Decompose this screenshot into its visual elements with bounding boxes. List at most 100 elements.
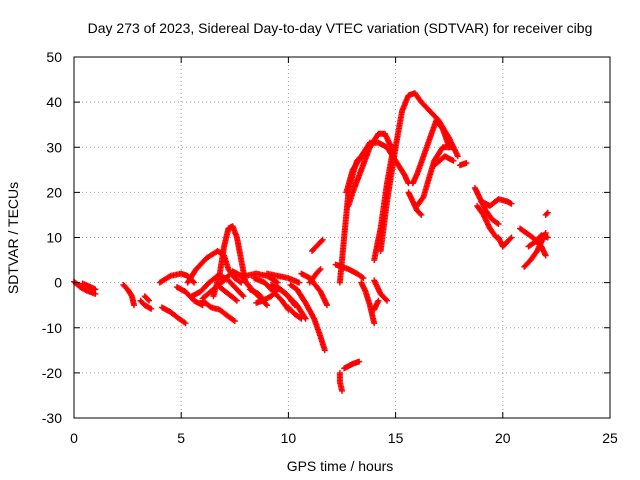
data-track — [341, 358, 363, 372]
data-track — [287, 281, 328, 354]
data-track — [371, 277, 390, 304]
data-point — [321, 347, 328, 354]
data-point — [454, 153, 461, 160]
x-tick-label: 15 — [388, 430, 404, 446]
y-tick-label: 0 — [54, 275, 62, 291]
data-point — [507, 235, 514, 242]
data-track — [306, 266, 324, 286]
y-tick-label: 20 — [46, 184, 62, 200]
data-track — [495, 234, 515, 250]
data-track — [345, 130, 395, 209]
x-axis-label: GPS time / hours — [287, 458, 394, 474]
data-track — [253, 286, 281, 306]
data-point — [296, 279, 303, 286]
data-point — [383, 296, 389, 303]
data-point — [291, 302, 298, 309]
y-tick-label: -20 — [42, 365, 62, 381]
data-track — [285, 304, 305, 322]
data-point — [359, 274, 366, 281]
data-point — [242, 279, 249, 286]
data-point — [182, 320, 189, 327]
data-point — [92, 286, 99, 293]
data-track — [309, 236, 326, 254]
data-track — [246, 286, 266, 302]
data-track — [478, 196, 515, 209]
data-track — [336, 369, 345, 394]
x-tick-label: 5 — [177, 430, 185, 446]
x-tick-label: 20 — [495, 430, 511, 446]
data-point — [542, 252, 549, 259]
data-track — [456, 160, 470, 169]
y-axis-label: SDTVAR / TECUs — [5, 182, 21, 294]
data-track — [525, 232, 551, 250]
data-point — [417, 210, 424, 217]
data-point — [298, 315, 305, 322]
data-track — [371, 297, 382, 313]
data-point — [316, 267, 323, 274]
data-point — [463, 160, 470, 166]
data-point — [191, 279, 198, 286]
y-tick-label: 10 — [46, 230, 62, 246]
data-track — [377, 90, 461, 254]
data-point — [324, 302, 330, 309]
data-point — [508, 200, 515, 207]
data-point — [264, 302, 270, 309]
data-point — [375, 297, 382, 304]
data-point — [145, 296, 151, 303]
data-track — [158, 304, 189, 327]
data-track — [264, 270, 303, 286]
y-tick-label: 40 — [46, 94, 62, 110]
data-point — [544, 209, 551, 216]
data-layer — [71, 90, 551, 394]
data-track — [199, 297, 238, 324]
data-point — [317, 266, 324, 273]
data-track — [431, 153, 457, 169]
data-point — [131, 302, 137, 309]
data-point — [508, 234, 515, 241]
y-tick-label: 50 — [46, 49, 62, 65]
y-tick-label: -10 — [42, 320, 62, 336]
data-point — [544, 234, 551, 241]
data-track — [137, 297, 155, 312]
data-point — [232, 296, 239, 303]
y-tick-label: -30 — [42, 410, 62, 426]
data-track — [216, 284, 240, 304]
data-track — [120, 281, 137, 309]
data-point — [448, 144, 455, 151]
data-point — [543, 210, 550, 217]
data-point — [450, 157, 457, 164]
data-track — [274, 284, 298, 309]
data-track — [405, 189, 425, 218]
data-point — [356, 358, 363, 365]
data-point — [318, 237, 325, 244]
data-point — [233, 297, 240, 304]
x-tick-label: 25 — [602, 430, 618, 446]
x-tick-label: 10 — [281, 430, 297, 446]
chart-title: Day 273 of 2023, Sidereal Day-to-day VTE… — [88, 20, 593, 36]
data-point — [262, 301, 269, 308]
data-point — [339, 387, 345, 394]
data-track — [409, 117, 453, 187]
plot-frame — [73, 56, 611, 419]
data-point — [239, 292, 246, 298]
data-point — [148, 305, 155, 312]
y-tick-label: 30 — [46, 139, 62, 155]
data-track — [474, 202, 500, 241]
data-point — [240, 293, 247, 300]
data-point — [371, 320, 378, 327]
tick-layer: 0 5 10 15 20 25 -30 -20 -10 0 10 20 30 40 50 — [42, 49, 618, 446]
data-track — [141, 293, 152, 304]
data-track — [210, 223, 249, 300]
data-point — [231, 318, 238, 324]
data-point — [418, 211, 425, 218]
data-track — [79, 280, 99, 293]
data-point — [495, 221, 502, 227]
data-point — [319, 236, 326, 243]
data-point — [384, 297, 390, 304]
x-tick-label: 0 — [70, 430, 78, 446]
data-track — [414, 144, 455, 209]
data-point — [360, 275, 367, 282]
data-track — [542, 209, 551, 218]
data-point — [146, 297, 152, 304]
